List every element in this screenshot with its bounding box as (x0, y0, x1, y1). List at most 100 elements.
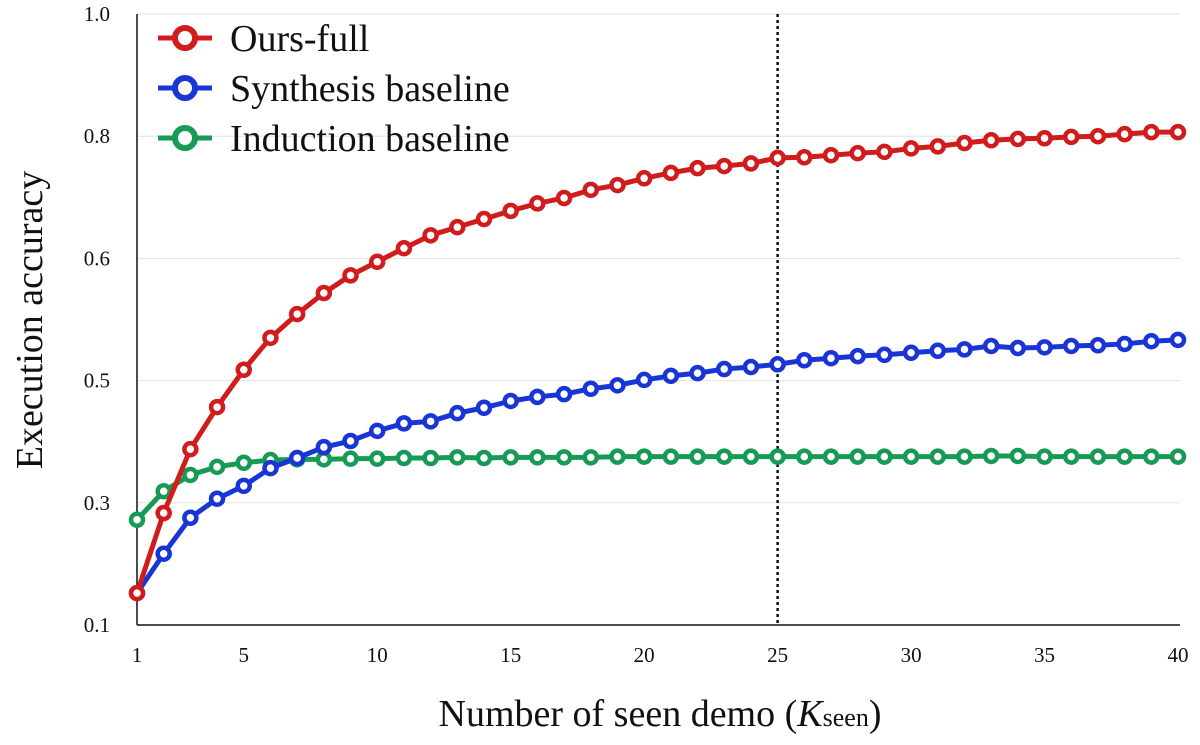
data-point (715, 360, 733, 378)
data-point (208, 458, 226, 476)
data-point (849, 144, 866, 162)
data-point (1143, 123, 1160, 141)
data-point (849, 347, 866, 365)
data-point (902, 344, 920, 362)
data-point (1036, 129, 1053, 147)
data-point (155, 545, 172, 562)
data-point (609, 176, 626, 194)
x-tick-label: 10 (367, 643, 388, 667)
data-point (635, 371, 653, 389)
data-point (609, 377, 626, 394)
data-point (342, 432, 359, 450)
data-point (1143, 448, 1160, 465)
legend-item: Induction baseline (158, 118, 510, 160)
data-point (502, 392, 519, 410)
data-point (1036, 339, 1053, 356)
data-point (502, 202, 519, 220)
gridlines (137, 13, 1180, 504)
data-point (208, 398, 226, 416)
y-tick-label: 0.5 (84, 369, 110, 393)
data-point (182, 509, 199, 526)
data-point (262, 329, 279, 347)
data-point (1009, 447, 1027, 465)
data-point (902, 448, 920, 465)
data-point (662, 164, 680, 182)
data-point (662, 448, 680, 465)
x-tick-label: 15 (500, 643, 521, 667)
data-point (1143, 332, 1160, 350)
data-point (982, 447, 1000, 465)
data-point (288, 305, 306, 323)
data-point (1062, 448, 1080, 465)
data-point (475, 210, 493, 228)
data-point (796, 448, 813, 465)
data-point (635, 170, 653, 187)
legend-label: Synthesis baseline (230, 68, 510, 110)
data-point (449, 218, 466, 236)
data-point (395, 449, 413, 467)
legend-item: Synthesis baseline (158, 68, 510, 110)
y-axis-label: Execution accuracy (9, 171, 51, 470)
legend-marker (172, 75, 198, 101)
data-point (929, 448, 947, 465)
data-point (449, 404, 466, 422)
data-point (582, 380, 600, 397)
y-tick-label: 0.3 (84, 491, 110, 515)
data-point (342, 450, 359, 467)
data-point (1089, 337, 1107, 354)
x-tick-label: 25 (767, 643, 788, 667)
data-point (555, 385, 573, 403)
series-ours-full (128, 123, 1187, 602)
legend-label: Induction baseline (230, 118, 510, 160)
x-tick-label: 20 (634, 643, 655, 667)
data-point (822, 349, 840, 367)
series-group (128, 123, 1187, 602)
data-point (662, 367, 680, 385)
data-point (395, 415, 413, 432)
legend: Ours-full Synthesis baseline Induction bas… (158, 18, 510, 160)
data-point (155, 483, 172, 500)
data-point (368, 422, 386, 440)
data-point (475, 399, 493, 417)
data-point (368, 253, 386, 271)
x-tick-label: 35 (1034, 643, 1055, 667)
data-point (182, 440, 199, 458)
data-point (769, 448, 786, 465)
data-point (182, 466, 199, 484)
x-tick-label: 5 (239, 643, 250, 667)
data-point (422, 227, 439, 244)
data-point (1009, 130, 1027, 148)
data-point (956, 341, 973, 358)
data-point (1062, 128, 1080, 146)
data-point (1089, 448, 1107, 465)
data-point (822, 146, 840, 164)
x-tick-labels: 1 5 10 15 20 25 30 35 40 (132, 643, 1189, 667)
data-point (1062, 337, 1080, 355)
data-point (315, 438, 333, 456)
data-point (529, 449, 546, 466)
series-induction-baseline (128, 447, 1187, 529)
x-tick-label: 40 (1168, 643, 1189, 667)
data-point (449, 449, 466, 466)
x-tick-label: 1 (132, 643, 143, 667)
data-point (395, 239, 413, 257)
data-point (1116, 125, 1133, 143)
data-point (529, 195, 546, 212)
data-point (849, 448, 866, 465)
data-point (742, 155, 760, 172)
data-point (475, 449, 493, 467)
y-tick-label: 0.8 (84, 124, 110, 148)
data-point (529, 388, 546, 406)
data-point (235, 361, 253, 378)
data-point (876, 448, 893, 465)
data-point (715, 448, 733, 465)
data-point (128, 511, 146, 529)
data-point (609, 448, 626, 465)
data-point (635, 448, 653, 465)
data-point (582, 449, 600, 466)
data-point (1169, 448, 1187, 465)
legend-label: Ours-full (230, 18, 369, 60)
data-point (689, 159, 706, 177)
data-point (128, 584, 146, 602)
data-point (288, 449, 306, 467)
